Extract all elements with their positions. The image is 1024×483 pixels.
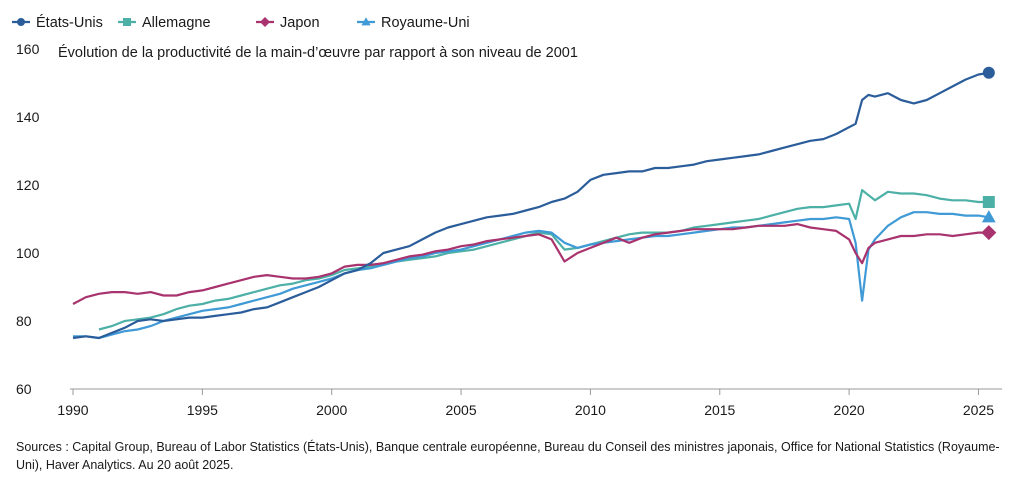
legend-item-allemagne: Allemagne [118,15,211,31]
x-tick-label: 2015 [704,402,735,418]
x-tick-label: 1990 [57,402,88,418]
x-tick-label: 2005 [445,402,476,418]
series-layer [72,66,997,340]
legend-marker-icon [260,17,270,27]
series-line-japon [72,223,989,305]
legend-marker-icon [123,18,131,26]
y-tick-label: 160 [16,41,40,57]
y-tick-label: 100 [16,245,40,261]
legend-label: Royaume-Uni [381,15,470,31]
chart-legend: États-Unis Allemagne Japon Royaume-Uni [12,14,470,31]
x-tick-label: 2025 [963,402,994,418]
legend-item-royaume-uni: Royaume-Uni [357,15,470,31]
y-tick-label: 140 [16,109,40,125]
series-end-marker-allemagne [982,196,995,208]
chart-title: Évolution de la productivité de la main-… [58,44,578,61]
series-line-allemagne [98,189,989,331]
series-end-marker-etats-unis [982,66,995,79]
x-tick-label: 1995 [187,402,218,418]
series-end-marker-japon [981,225,997,241]
y-axis: 60 80 100 120 140 160 [16,41,40,397]
productivity-line-chart: États-Unis Allemagne Japon Royaume-Uni Évol… [12,14,1002,418]
series-line-etats-unis [72,71,989,340]
legend-item-etats-unis: États-Unis [12,14,103,31]
series-end-marker-royaume-uni [981,210,996,223]
legend-marker-icon [17,18,25,26]
x-tick-label: 2000 [316,402,347,418]
y-tick-label: 60 [16,381,32,397]
y-tick-label: 80 [16,313,32,329]
y-tick-label: 120 [16,177,40,193]
x-tick-label: 2010 [575,402,606,418]
legend-label: États-Unis [36,14,103,31]
x-tick-label: 2020 [834,402,865,418]
series-line-royaume-uni [73,211,989,340]
legend-label: Allemagne [142,15,211,31]
legend-label: Japon [280,15,320,31]
legend-marker-icon [361,17,371,26]
source-note: Sources : Capital Group, Bureau of Labor… [16,440,1000,472]
x-axis: 1990 1995 2000 2005 2010 2015 2020 2025 [57,389,994,418]
legend-item-japon: Japon [256,15,320,31]
